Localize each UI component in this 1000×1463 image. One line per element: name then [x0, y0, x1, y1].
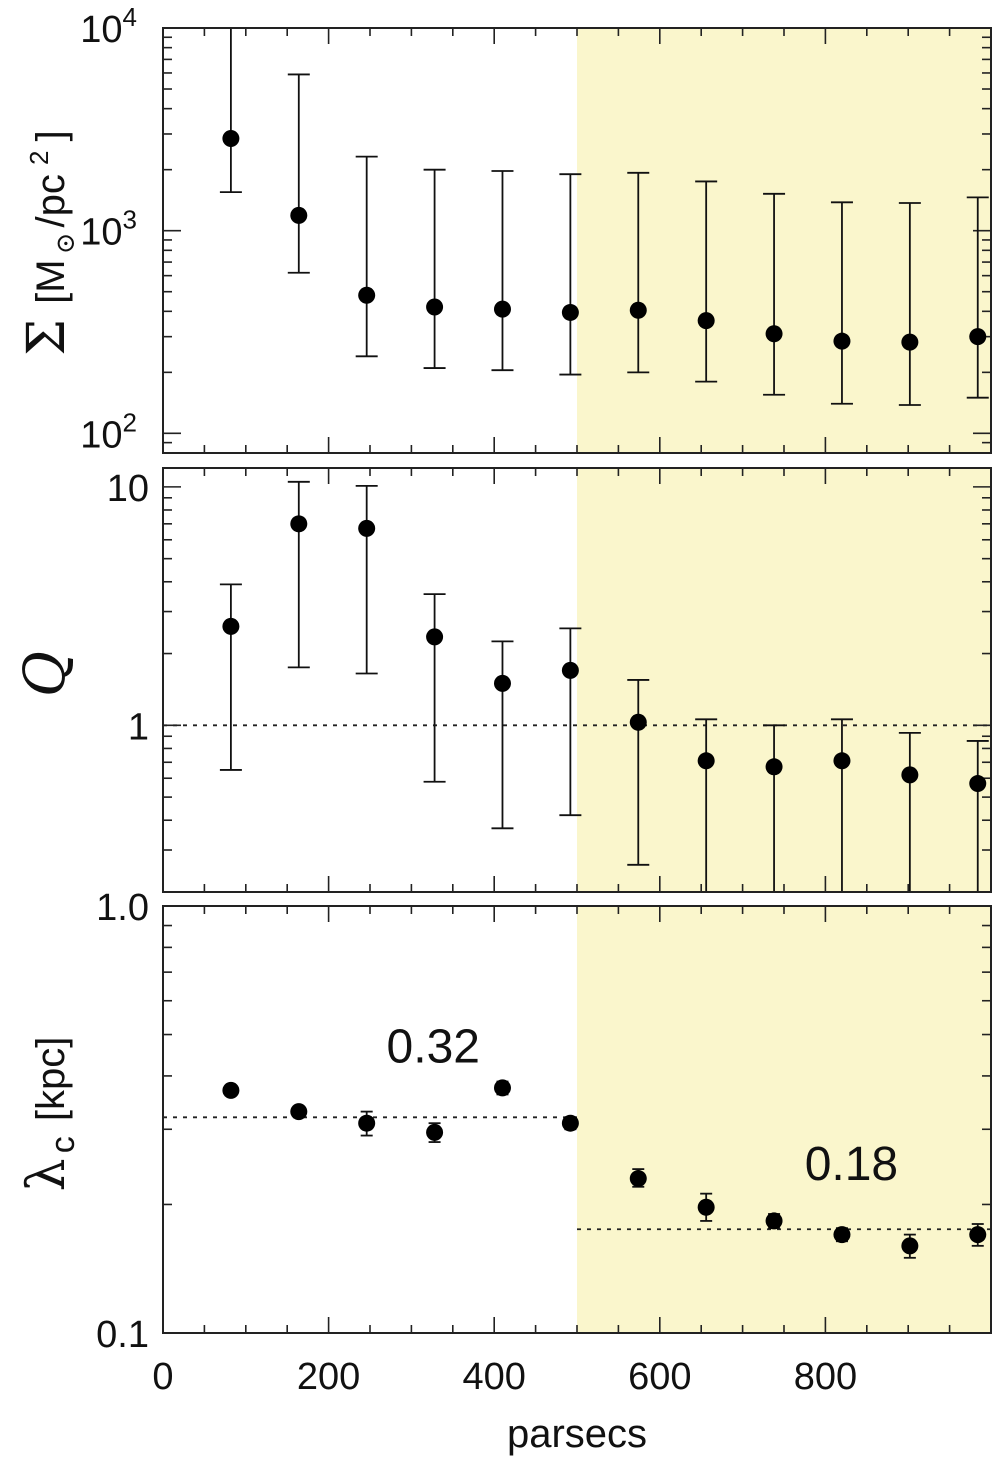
data-point	[493, 300, 511, 318]
panel-1-ylabel-symbol: Σ	[17, 319, 77, 356]
data-points	[219, 28, 989, 406]
data-point	[290, 206, 308, 224]
y-tick-label: 0.1	[96, 1314, 149, 1356]
panel-3-ylabel-symbol: λ	[17, 1158, 77, 1191]
x-tick-label: 0	[152, 1356, 173, 1398]
data-point	[969, 775, 987, 793]
data-point	[629, 713, 647, 731]
data-point	[493, 1079, 511, 1097]
data-point	[561, 303, 579, 321]
panel-3: 0.1 1.0 0.32 0.18	[96, 887, 992, 1356]
data-point	[765, 1212, 783, 1230]
reference-line-label: 0.32	[387, 1021, 480, 1074]
panel-1-ylabel-close: ]	[29, 130, 73, 141]
data-point	[697, 1198, 715, 1216]
x-axis-label: parsecs	[507, 1412, 647, 1456]
panel-1: 102 103 104	[80, 2, 992, 456]
panel-2: 1 10	[107, 467, 992, 893]
data-point	[222, 1081, 240, 1099]
panel-3-ylabel-unit: [kpc]	[29, 1037, 73, 1121]
shaded-region	[577, 906, 991, 1333]
data-point	[901, 333, 919, 351]
y-tick-label: 1	[128, 706, 149, 748]
reference-line-label: 0.18	[805, 1138, 898, 1191]
data-point	[765, 758, 783, 776]
panel-1-ylabel-sup: 2	[24, 151, 54, 165]
panel-1-y-axis-label: Σ [M ⊙ /pc 2 ]	[17, 130, 81, 355]
panel-frame	[162, 467, 992, 893]
panel-1-ylabel-mid: /pc	[29, 174, 73, 227]
data-points	[219, 480, 989, 892]
panel-2-ylabel-symbol: Q	[13, 651, 78, 697]
data-point	[358, 1114, 376, 1132]
data-point	[833, 332, 851, 350]
x-tick-label: 400	[462, 1356, 525, 1398]
data-point	[629, 1170, 647, 1188]
data-point	[222, 617, 240, 635]
data-point	[493, 674, 511, 692]
panel-frame	[162, 27, 992, 454]
y-tick-label: 10	[107, 468, 149, 510]
data-point	[901, 1237, 919, 1255]
y-tick-label: 1.0	[96, 887, 149, 929]
data-point	[833, 1226, 851, 1244]
data-point	[969, 1226, 987, 1244]
panel-1-ylabel-open: [M	[29, 259, 73, 303]
x-tick-label: 200	[297, 1356, 360, 1398]
y-tick-label: 104	[80, 2, 137, 51]
data-point	[833, 752, 851, 770]
data-point	[426, 628, 444, 646]
data-point	[426, 1123, 444, 1141]
data-point	[697, 312, 715, 330]
panel-1-ylabel-sub: ⊙	[51, 233, 81, 255]
panel-2-y-axis-label: Q	[13, 651, 78, 697]
x-tick-label: 800	[794, 1356, 857, 1398]
panel-3-ylabel-sub: c	[44, 1136, 82, 1153]
shaded-region	[577, 28, 991, 453]
data-point	[901, 766, 919, 784]
data-point	[426, 298, 444, 316]
data-point	[969, 328, 987, 346]
data-point	[358, 286, 376, 304]
data-point	[697, 752, 715, 770]
data-point	[765, 325, 783, 343]
data-point	[561, 661, 579, 679]
panels-layer: 102 103 104 1 10 0.1 1.0 0.32 0.18 0 200 400 600 800	[80, 2, 992, 1398]
x-tick-label: 600	[628, 1356, 691, 1398]
data-point	[358, 519, 376, 537]
data-point	[561, 1114, 579, 1132]
data-points	[222, 1079, 987, 1259]
panel-frame	[162, 905, 992, 1334]
panel-3-y-axis-label: λ c [kpc]	[17, 1037, 82, 1192]
y-tick-label: 103	[80, 205, 137, 254]
data-point	[629, 301, 647, 319]
data-point	[290, 515, 308, 533]
data-point	[290, 1103, 308, 1121]
data-point	[222, 129, 240, 147]
y-tick-label: 102	[80, 407, 137, 456]
